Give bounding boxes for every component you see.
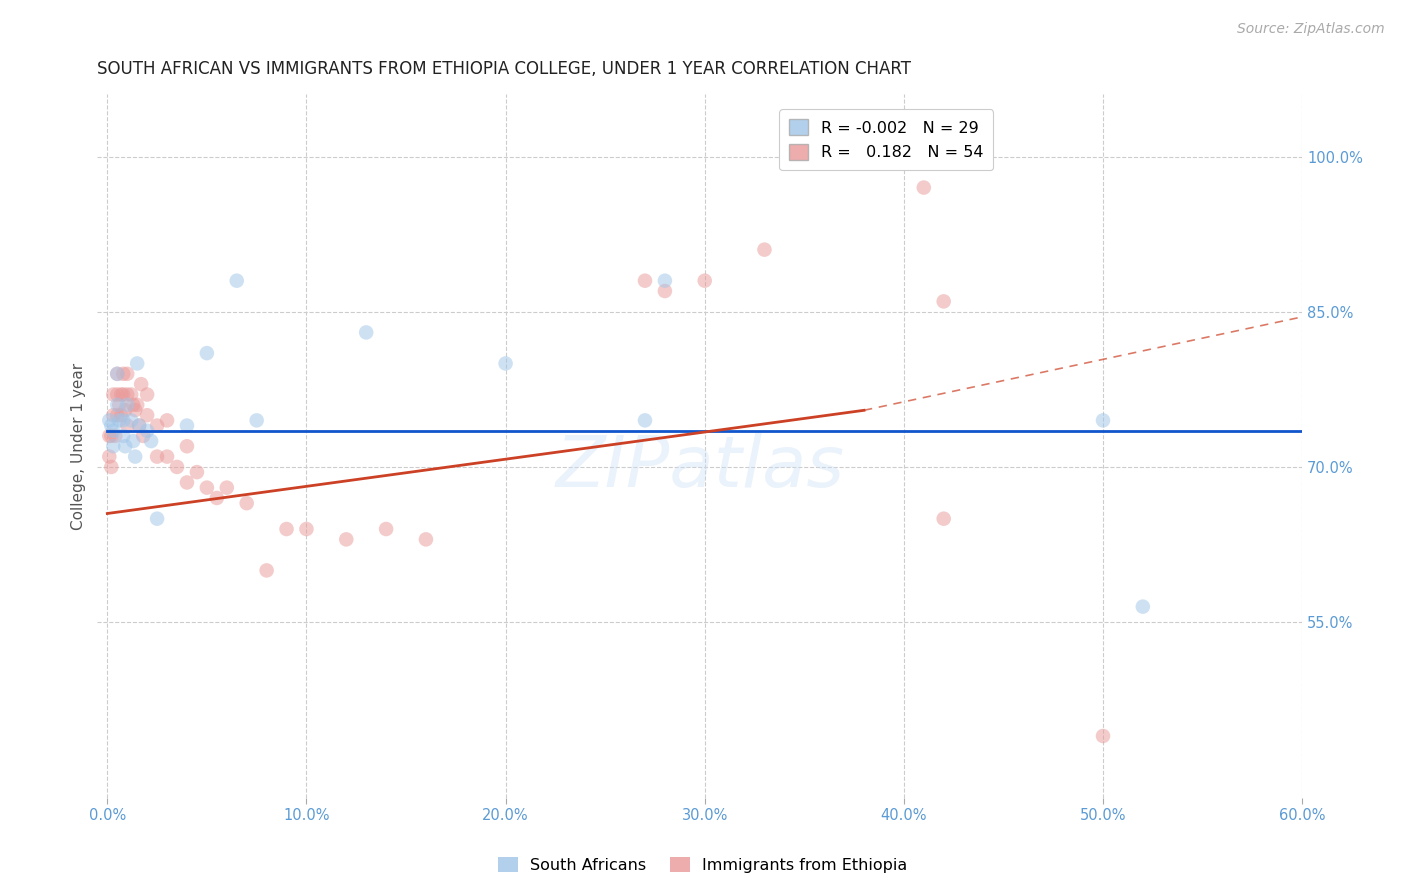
- Point: [256, 563, 278, 577]
- Y-axis label: College, Under 1 year: College, Under 1 year: [72, 363, 86, 530]
- Text: Source: ZipAtlas.com: Source: ZipAtlas.com: [1237, 22, 1385, 37]
- Point: [634, 274, 657, 288]
- Point: [103, 387, 125, 401]
- Point: [112, 387, 135, 401]
- Point: [693, 274, 716, 288]
- Point: [120, 387, 142, 401]
- Point: [103, 408, 125, 422]
- Point: [108, 413, 131, 427]
- Point: [110, 387, 132, 401]
- Point: [195, 346, 218, 360]
- Point: [932, 294, 955, 309]
- Point: [122, 434, 145, 448]
- Point: [112, 413, 135, 427]
- Point: [110, 408, 132, 422]
- Point: [295, 522, 318, 536]
- Point: [114, 439, 136, 453]
- Point: [128, 418, 150, 433]
- Point: [103, 439, 125, 453]
- Point: [112, 429, 135, 443]
- Point: [98, 450, 121, 464]
- Point: [156, 413, 179, 427]
- Point: [100, 459, 122, 474]
- Point: [654, 274, 676, 288]
- Text: SOUTH AFRICAN VS IMMIGRANTS FROM ETHIOPIA COLLEGE, UNDER 1 YEAR CORRELATION CHAR: SOUTH AFRICAN VS IMMIGRANTS FROM ETHIOPI…: [97, 60, 911, 78]
- Point: [115, 398, 138, 412]
- Point: [103, 424, 125, 438]
- Point: [100, 429, 122, 443]
- Point: [1091, 729, 1114, 743]
- Point: [122, 398, 145, 412]
- Point: [186, 465, 208, 479]
- Point: [176, 475, 198, 490]
- Point: [235, 496, 257, 510]
- Point: [415, 533, 437, 547]
- Point: [215, 481, 238, 495]
- Point: [354, 326, 377, 340]
- Point: [335, 533, 357, 547]
- Point: [176, 439, 198, 453]
- Point: [139, 434, 162, 448]
- Point: [124, 403, 146, 417]
- Point: [225, 274, 247, 288]
- Point: [634, 413, 657, 427]
- Point: [120, 413, 142, 427]
- Point: [108, 398, 131, 412]
- Point: [136, 387, 159, 401]
- Point: [375, 522, 398, 536]
- Point: [105, 398, 128, 412]
- Point: [912, 180, 935, 194]
- Point: [100, 418, 122, 433]
- Point: [115, 418, 138, 433]
- Point: [932, 511, 955, 525]
- Legend: South Africans, Immigrants from Ethiopia: South Africans, Immigrants from Ethiopia: [492, 851, 914, 880]
- Point: [124, 450, 146, 464]
- Point: [654, 284, 676, 298]
- Point: [246, 413, 269, 427]
- Point: [136, 408, 159, 422]
- Point: [146, 418, 169, 433]
- Point: [176, 418, 198, 433]
- Point: [1132, 599, 1154, 614]
- Point: [127, 356, 149, 370]
- Point: [98, 413, 121, 427]
- Point: [104, 429, 127, 443]
- Point: [114, 403, 136, 417]
- Point: [136, 424, 159, 438]
- Point: [276, 522, 298, 536]
- Point: [195, 481, 218, 495]
- Point: [127, 398, 149, 412]
- Point: [1091, 413, 1114, 427]
- Point: [115, 387, 138, 401]
- Point: [495, 356, 517, 370]
- Point: [105, 367, 128, 381]
- Point: [205, 491, 228, 505]
- Point: [156, 450, 179, 464]
- Point: [166, 459, 188, 474]
- Point: [129, 377, 152, 392]
- Point: [128, 418, 150, 433]
- Point: [132, 429, 155, 443]
- Point: [754, 243, 776, 257]
- Point: [146, 511, 169, 525]
- Point: [112, 367, 135, 381]
- Point: [105, 367, 128, 381]
- Legend: R = -0.002   N = 29, R =   0.182   N = 54: R = -0.002 N = 29, R = 0.182 N = 54: [779, 110, 993, 169]
- Point: [98, 429, 121, 443]
- Point: [105, 387, 128, 401]
- Text: ZIPatlas: ZIPatlas: [555, 433, 844, 502]
- Point: [146, 450, 169, 464]
- Point: [115, 367, 138, 381]
- Point: [105, 408, 128, 422]
